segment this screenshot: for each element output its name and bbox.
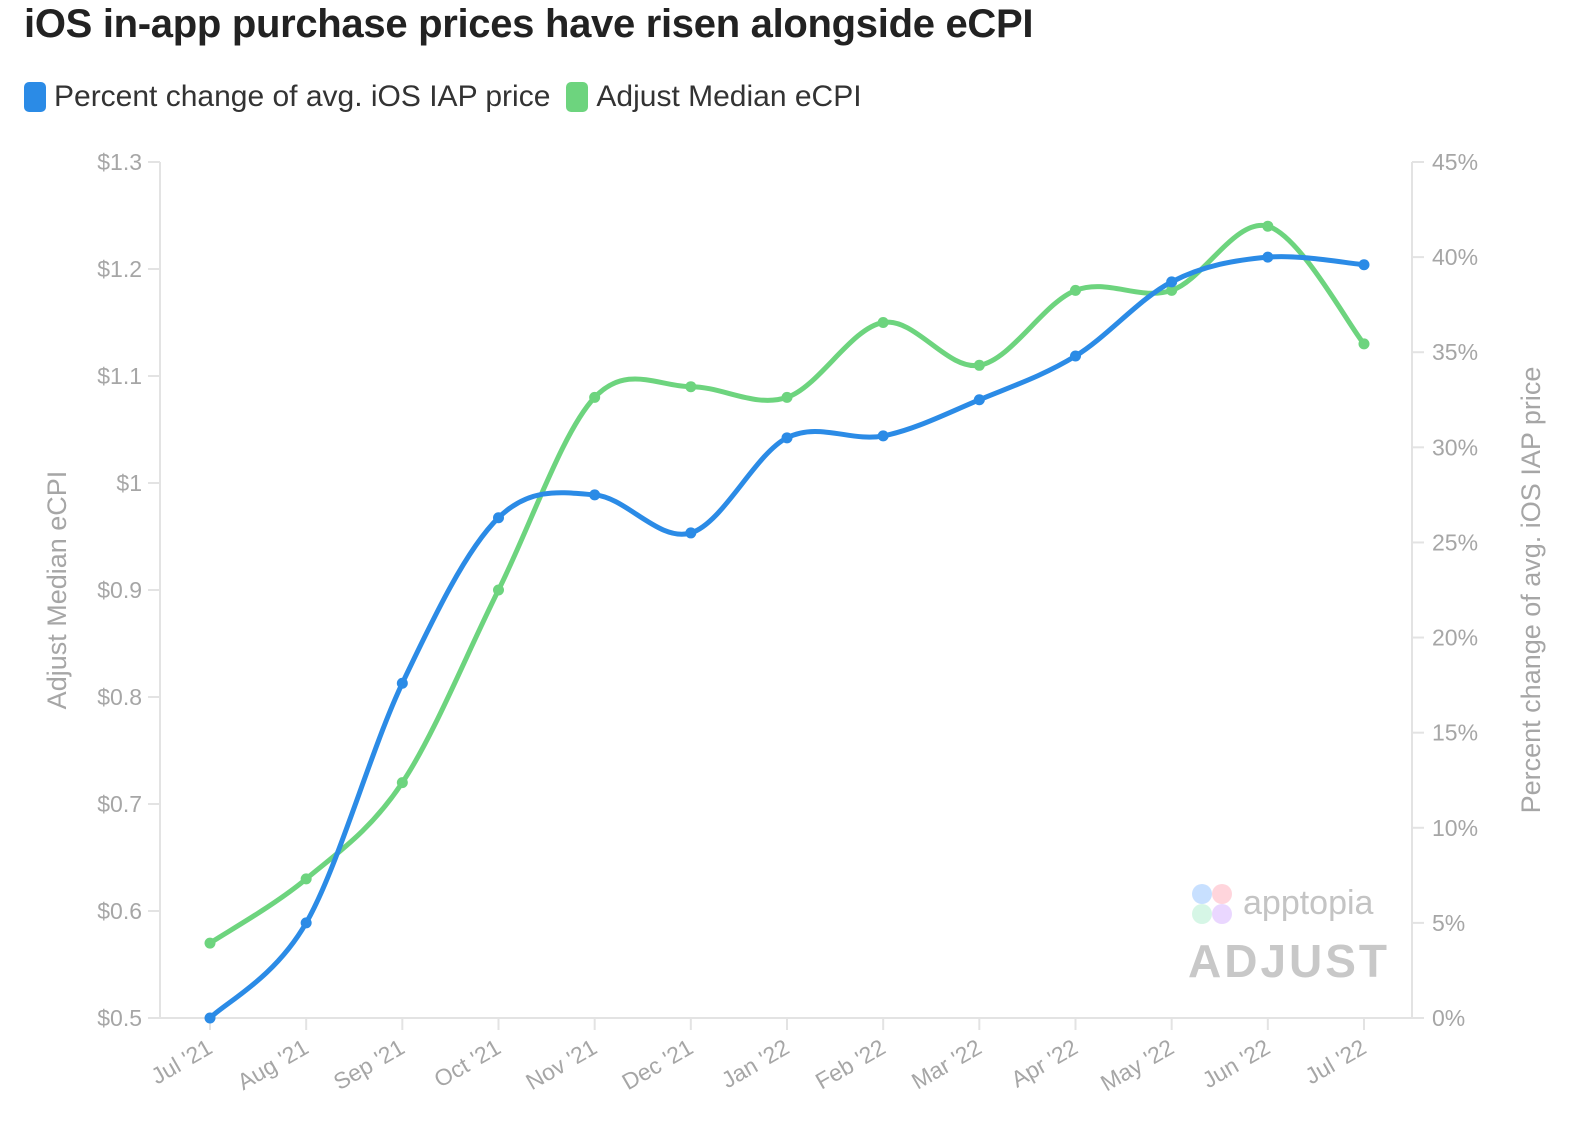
data-point-iap-price[interactable] — [685, 527, 697, 539]
left-axis-title: Adjust Median eCPI — [42, 471, 72, 710]
data-point-ecpi[interactable] — [1166, 284, 1178, 296]
x-axis-ticks: Jul '21 Aug '21 Sep '21 Oct '21 Nov '21 Dec '… — [147, 1018, 1371, 1096]
data-point-ecpi[interactable] — [396, 777, 408, 789]
right-tick-label: 10% — [1432, 815, 1478, 841]
legend-swatch-ecpi — [566, 82, 589, 112]
data-point-ecpi[interactable] — [1358, 338, 1370, 350]
legend-item-ecpi[interactable]: Adjust Median eCPI — [566, 80, 862, 114]
x-tick-label: Apr '22 — [1007, 1034, 1082, 1093]
right-tick-label: 15% — [1432, 720, 1478, 746]
left-tick-label: $0.9 — [97, 577, 142, 603]
data-point-iap-price[interactable] — [877, 430, 889, 442]
series-lines — [204, 220, 1370, 1024]
left-tick-label: $0.7 — [97, 791, 142, 817]
data-point-ecpi[interactable] — [781, 391, 793, 403]
x-tick-label: May '22 — [1096, 1034, 1178, 1096]
data-point-ecpi[interactable] — [300, 873, 312, 885]
data-point-ecpi[interactable] — [877, 317, 889, 328]
right-tick-label: 5% — [1432, 910, 1465, 936]
x-tick-label: Jun '22 — [1198, 1034, 1275, 1093]
legend-item-iap-price[interactable]: Percent change of avg. iOS IAP price — [24, 80, 550, 114]
right-tick-label: 40% — [1432, 244, 1478, 270]
series-line-iap-price — [207, 254, 1367, 1021]
x-tick-label: Jul '21 — [147, 1034, 217, 1089]
x-tick-label: Sep '21 — [329, 1034, 409, 1095]
left-tick-label: $0.5 — [97, 1005, 142, 1031]
apptopia-wordmark: apptopia — [1243, 884, 1374, 922]
legend-swatch-iap-price — [24, 82, 46, 112]
series-iap-price — [204, 251, 1370, 1024]
right-axis-title: Percent change of avg. iOS IAP price — [1516, 367, 1546, 814]
data-point-iap-price[interactable] — [493, 512, 504, 524]
chart-title: iOS in-app purchase prices have risen al… — [24, 2, 1034, 46]
x-tick-label: Aug '21 — [233, 1034, 313, 1095]
data-point-ecpi[interactable] — [1262, 220, 1274, 232]
legend: Percent change of avg. iOS IAP price Adj… — [24, 80, 878, 114]
series-line-ecpi — [207, 222, 1367, 946]
data-point-iap-price[interactable] — [1070, 350, 1081, 362]
data-point-ecpi[interactable] — [973, 359, 985, 371]
data-point-iap-price[interactable] — [1358, 259, 1370, 271]
x-tick-label: Jul '22 — [1301, 1034, 1371, 1089]
data-point-iap-price[interactable] — [973, 394, 985, 406]
apptopia-logo-icon — [1192, 884, 1232, 924]
data-point-ecpi[interactable] — [1070, 284, 1081, 296]
right-tick-label: 25% — [1432, 529, 1478, 555]
right-tick-label: 30% — [1432, 434, 1478, 460]
right-tick-label: 45% — [1432, 149, 1478, 175]
right-axis-ticks: 0% 5% 10% 15% 20% 25% 30% 35% 40% 45% — [1412, 149, 1478, 1031]
x-tick-label: Oct '21 — [430, 1034, 505, 1093]
x-tick-label: Jan '22 — [717, 1034, 794, 1093]
data-point-ecpi[interactable] — [204, 937, 216, 949]
right-tick-label: 20% — [1432, 625, 1478, 651]
legend-label-iap-price: Percent change of avg. iOS IAP price — [54, 80, 551, 113]
data-point-iap-price[interactable] — [589, 489, 601, 501]
data-point-iap-price[interactable] — [204, 1012, 216, 1024]
data-point-ecpi[interactable] — [589, 391, 601, 403]
adjust-wordmark: ADJUST — [1188, 935, 1390, 987]
data-point-ecpi[interactable] — [685, 381, 697, 393]
data-point-iap-price[interactable] — [396, 677, 408, 689]
data-point-ecpi[interactable] — [493, 584, 504, 596]
data-point-iap-price[interactable] — [781, 432, 793, 444]
data-point-iap-price[interactable] — [300, 917, 312, 929]
x-tick-label: Nov '21 — [521, 1034, 601, 1095]
data-point-iap-price[interactable] — [1166, 276, 1178, 288]
x-tick-label: Mar '22 — [907, 1034, 986, 1095]
left-tick-label: $1.2 — [97, 256, 142, 282]
left-tick-label: $0.8 — [97, 684, 142, 710]
right-tick-label: 0% — [1432, 1005, 1465, 1031]
left-tick-label: $0.6 — [97, 898, 142, 924]
series-ecpi — [204, 220, 1370, 949]
x-tick-label: Dec '21 — [617, 1034, 697, 1095]
watermark: apptopia ADJUST — [1188, 884, 1390, 987]
left-axis-ticks: $0.5 $0.6 $0.7 $0.8 $0.9 $1 $1.1 $1.2 $1.3 — [97, 149, 160, 1031]
x-tick-label: Feb '22 — [811, 1034, 890, 1095]
left-tick-label: $1.3 — [97, 149, 142, 175]
legend-label-ecpi: Adjust Median eCPI — [596, 80, 862, 113]
left-tick-label: $1.1 — [97, 363, 142, 389]
data-point-iap-price[interactable] — [1262, 251, 1274, 263]
right-tick-label: 35% — [1432, 339, 1478, 365]
left-tick-label: $1 — [116, 470, 142, 496]
